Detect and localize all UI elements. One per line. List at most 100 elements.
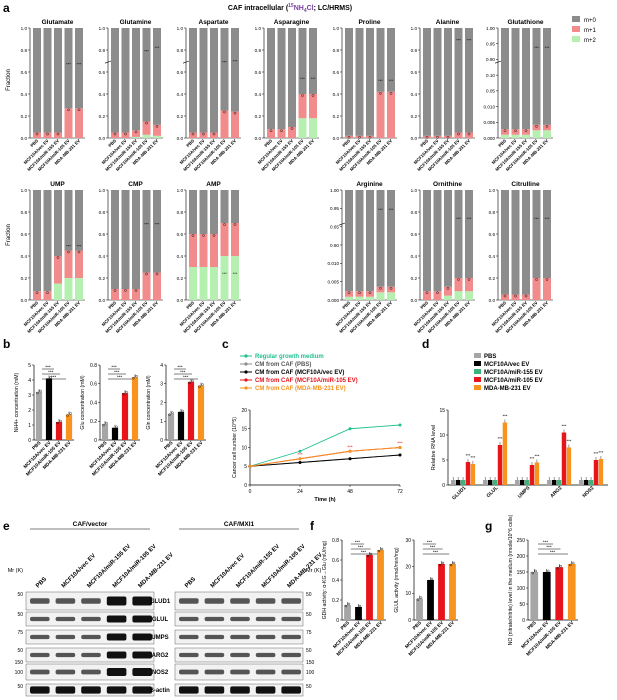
bar-segment-m1 bbox=[309, 94, 317, 119]
bar-segment-m0 bbox=[309, 28, 317, 94]
sig-stars: *** bbox=[77, 244, 82, 249]
data-point bbox=[188, 381, 191, 385]
data-point bbox=[46, 132, 49, 136]
subplot-aspartate: Aspartate0.00.20.40.60.81.0PBSMCF10A/vec… bbox=[177, 19, 241, 172]
bar-segment-m2 bbox=[64, 278, 73, 300]
y-tick-label: 15 bbox=[241, 427, 247, 433]
bar-segment-m1 bbox=[355, 135, 364, 138]
bar bbox=[515, 480, 520, 485]
protein-label: NOS2 bbox=[152, 670, 169, 676]
subplot-title-alanine: Alanine bbox=[436, 19, 460, 26]
data-point bbox=[535, 278, 538, 281]
bar-segment-m1 bbox=[132, 289, 140, 300]
bar-segment-m0 bbox=[454, 28, 463, 133]
bar-segment-m0 bbox=[465, 28, 473, 133]
blot-band bbox=[132, 686, 152, 694]
panel-letter-a: a bbox=[3, 1, 10, 15]
mw-marker: 75 bbox=[17, 630, 23, 636]
blot-band bbox=[179, 634, 199, 640]
bar-segment-m1 bbox=[298, 94, 307, 119]
blot-band bbox=[255, 669, 276, 675]
data-point bbox=[198, 385, 201, 388]
sig-stars: *** bbox=[397, 441, 403, 446]
y-tick-label: 0.8 bbox=[99, 48, 106, 53]
bar bbox=[579, 480, 584, 485]
bar-segment-m1 bbox=[33, 291, 41, 300]
bar-segment-m0 bbox=[543, 28, 551, 125]
bar bbox=[427, 580, 434, 620]
data-point bbox=[105, 421, 108, 425]
blot-band bbox=[81, 669, 101, 675]
bar-segment-m0 bbox=[444, 28, 452, 136]
bar bbox=[566, 447, 572, 485]
subplot-title-ornithine: Ornithine bbox=[433, 181, 462, 188]
bar-segment-m0 bbox=[121, 190, 130, 289]
data-point bbox=[124, 132, 127, 136]
bar bbox=[502, 422, 508, 485]
bar-segment-m0 bbox=[111, 28, 119, 133]
blot-band bbox=[281, 686, 301, 694]
bar-segment-m0 bbox=[366, 28, 374, 136]
blot-band bbox=[81, 598, 101, 604]
sig-stars: *** bbox=[566, 439, 571, 444]
data-point bbox=[145, 272, 148, 276]
y-tick-label: 0.6 bbox=[411, 232, 418, 237]
y-tick-label: 1.0 bbox=[21, 188, 28, 193]
blot-band bbox=[281, 634, 301, 640]
bar-segment-m2 bbox=[444, 295, 452, 300]
bar-segment-m1 bbox=[423, 135, 431, 138]
bar-segment-m0 bbox=[376, 190, 385, 287]
y-tick-label: 1.0 bbox=[21, 26, 28, 31]
data-point bbox=[436, 135, 439, 139]
bar-segment-m0 bbox=[465, 190, 473, 278]
panel-a-stacked-bars: Glutamate0.00.20.40.60.81.0PBSMCF10A/vec… bbox=[21, 19, 553, 334]
legend-swatch-m2 bbox=[572, 36, 580, 42]
data-point bbox=[438, 563, 442, 567]
data-point bbox=[379, 92, 382, 95]
legend-label: CM from CAF (MCF10A/vec EV) bbox=[255, 370, 344, 376]
mw-marker: 50 bbox=[17, 648, 23, 654]
blot-band bbox=[30, 598, 50, 604]
data-point bbox=[449, 563, 453, 567]
y-tick-label: 0.6 bbox=[489, 232, 496, 237]
data-point bbox=[358, 604, 362, 608]
data-point bbox=[425, 135, 429, 139]
bar bbox=[470, 464, 476, 485]
bar-segment-m0 bbox=[33, 190, 41, 292]
data-point bbox=[155, 272, 159, 276]
data-point bbox=[134, 289, 138, 292]
bar-segment-m0 bbox=[387, 28, 395, 92]
y-tick-label: 0.4 bbox=[99, 92, 106, 97]
bar-segment-m1 bbox=[277, 129, 286, 138]
y-tick-label: 0.2 bbox=[255, 114, 262, 119]
sig-stars: *** bbox=[233, 271, 238, 276]
y-tick-label: 10 bbox=[439, 433, 445, 439]
bar-segment-m0 bbox=[153, 28, 161, 125]
sig-stars: *** bbox=[355, 540, 361, 545]
y-axis-label: NH4+ concentration (mM) bbox=[14, 372, 20, 432]
bar-segment-m1 bbox=[121, 289, 130, 300]
data-point bbox=[503, 294, 507, 298]
x-axis-label: Time (h) bbox=[314, 497, 335, 503]
mw-marker: 100 bbox=[306, 670, 315, 676]
sig-stars: *** bbox=[598, 450, 603, 455]
x-tick-label: UMPS bbox=[517, 485, 532, 500]
y-tick-label: 200 bbox=[517, 554, 526, 560]
bar-segment-m0 bbox=[43, 190, 52, 292]
y-tick-label: 0.8 bbox=[21, 210, 28, 215]
panel-letter-e: e bbox=[3, 519, 10, 533]
blot-band bbox=[55, 616, 76, 622]
bar bbox=[101, 424, 109, 440]
bar-segment-m0 bbox=[433, 28, 442, 136]
data-point bbox=[202, 234, 205, 237]
bar-segment-m2 bbox=[465, 291, 473, 300]
bar-segment-m0 bbox=[199, 28, 208, 133]
subplot-citrulline: Citrulline0.00.20.40.60.81.0PBSMCF10A/ve… bbox=[489, 181, 553, 334]
y-axis-label: Glu concentration (mM) bbox=[80, 375, 86, 429]
lane-label: PBS bbox=[184, 576, 197, 589]
x-tick-label: 24 bbox=[297, 489, 303, 495]
data-point bbox=[125, 390, 128, 394]
